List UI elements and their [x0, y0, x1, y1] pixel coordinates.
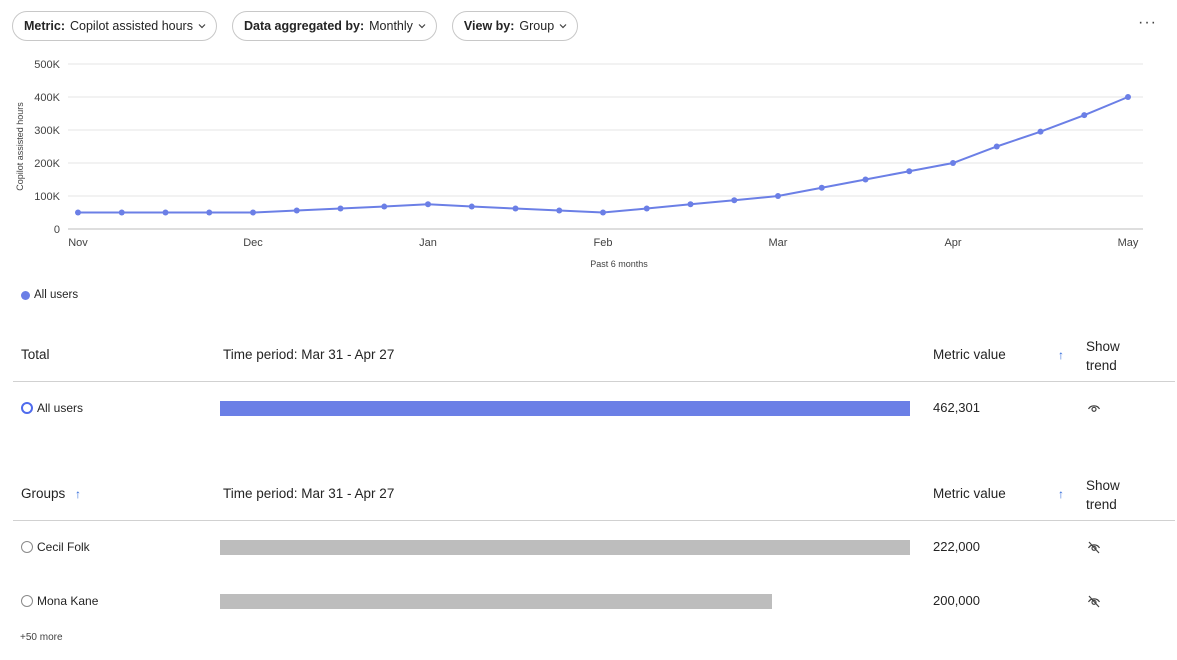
row-label: Mona Kane [37, 594, 99, 608]
series-line [78, 96, 1129, 214]
data-point [512, 205, 519, 212]
value-bar [220, 594, 772, 609]
eye-off-icon[interactable] [1086, 593, 1102, 609]
data-point [206, 209, 213, 216]
show-trend-header: Show trend [1086, 339, 1120, 373]
data-point [950, 160, 956, 166]
legend-label: All users [34, 289, 79, 301]
value-bar [220, 540, 910, 555]
line-chart: 0 100K 200K 300K 400K 500K Nov Dec Jan Feb Mar Apr M… [15, 59, 1143, 269]
data-point [906, 168, 913, 175]
view-by-dropdown[interactable]: View by: Group [451, 11, 579, 41]
eye-icon[interactable] [1086, 400, 1102, 416]
x-tick-label: Nov [68, 237, 88, 249]
data-point [775, 193, 781, 199]
aggregation-dropdown[interactable]: Data aggregated by: Monthly [231, 11, 437, 41]
metric-dropdown-key: Metric: [24, 19, 65, 33]
show-trend-header: Show trend [1086, 478, 1120, 512]
chevron-down-icon [418, 24, 426, 29]
total-table-header: Total Time period: Mar 31 - Apr 27 Metri… [13, 332, 1175, 382]
aggregation-dropdown-value: Monthly [369, 19, 413, 33]
data-point [250, 209, 256, 216]
x-tick-label: Jan [419, 237, 437, 249]
view-by-dropdown-value: Group [519, 19, 555, 33]
eye-off-icon[interactable] [1086, 539, 1102, 555]
metric-dropdown[interactable]: Metric: Copilot assisted hours [12, 11, 217, 41]
metric-value-header[interactable]: Metric value [933, 347, 1006, 362]
data-point [643, 205, 650, 212]
more-options-button[interactable]: ··· [1138, 14, 1157, 31]
chevron-down-icon [198, 24, 206, 29]
y-tick-label: 100K [34, 191, 60, 203]
data-point [862, 176, 869, 183]
data-point [818, 184, 825, 191]
metric-value: 462,301 [933, 400, 980, 415]
x-tick-label: Feb [594, 237, 613, 249]
sort-arrow-icon[interactable]: ↑ [1058, 487, 1064, 501]
data-point [731, 197, 738, 204]
data-point [293, 207, 300, 214]
data-point [600, 209, 606, 216]
metric-value: 222,000 [933, 539, 980, 554]
data-point [687, 201, 694, 208]
data-point [1037, 128, 1044, 135]
table-row: Cecil Folk 222,000 [13, 533, 1175, 563]
data-point [556, 207, 563, 214]
show-more-link[interactable]: +50 more [20, 632, 63, 643]
radio-icon [21, 402, 33, 414]
sort-arrow-icon[interactable]: ↑ [75, 487, 81, 501]
x-tick-label: Mar [769, 237, 788, 249]
filter-toolbar: Metric: Copilot assisted hours Data aggr… [12, 11, 579, 41]
data-point [425, 201, 431, 208]
group-radio-mona-kane[interactable]: Mona Kane [21, 594, 98, 608]
table-row: Mona Kane 200,000 [13, 587, 1175, 617]
x-tick-label: Dec [243, 237, 263, 249]
y-tick-label: 500K [34, 59, 60, 71]
data-point [381, 203, 388, 210]
data-point [337, 205, 344, 212]
row-label: Cecil Folk [37, 540, 90, 554]
time-period-header: Time period: Mar 31 - Apr 27 [223, 347, 395, 362]
data-point [1125, 94, 1131, 100]
y-tick-label: 200K [34, 158, 60, 170]
aggregation-dropdown-key: Data aggregated by: [243, 19, 365, 33]
x-axis-label: Past 6 months [590, 259, 648, 269]
x-tick-label: Apr [944, 237, 961, 249]
y-tick-label: 400K [34, 92, 60, 104]
group-radio-cecil-folk[interactable]: Cecil Folk [21, 540, 90, 554]
radio-icon [21, 541, 33, 553]
data-point [162, 209, 169, 216]
metric-value-header[interactable]: Metric value [933, 486, 1006, 501]
total-header-label: Total [21, 347, 50, 362]
radio-icon [21, 595, 33, 607]
y-axis-label: Copilot assisted hours [15, 102, 25, 191]
all-users-radio[interactable]: All users [21, 401, 83, 415]
metric-value: 200,000 [933, 593, 980, 608]
row-label: All users [37, 401, 84, 415]
view-by-dropdown-key: View by: [463, 19, 515, 33]
data-point [993, 143, 1000, 150]
data-point [468, 203, 475, 210]
data-point [1081, 112, 1088, 119]
y-tick-label: 300K [34, 125, 60, 137]
groups-table-header: Groups ↑ Time period: Mar 31 - Apr 27 Me… [13, 471, 1175, 521]
groups-header-label[interactable]: Groups [21, 486, 66, 501]
data-point [75, 209, 81, 216]
x-tick-label: May [1118, 237, 1139, 249]
time-period-header: Time period: Mar 31 - Apr 27 [223, 486, 395, 501]
table-row: All users 462,301 [13, 394, 1175, 424]
metric-dropdown-value: Copilot assisted hours [69, 19, 193, 33]
legend-dot [21, 290, 30, 300]
chart-legend: All users [21, 289, 78, 301]
data-point [118, 209, 125, 216]
sort-arrow-icon[interactable]: ↑ [1058, 348, 1064, 362]
chevron-down-icon [559, 24, 567, 29]
y-tick-label: 0 [54, 224, 60, 236]
value-bar [220, 401, 910, 416]
